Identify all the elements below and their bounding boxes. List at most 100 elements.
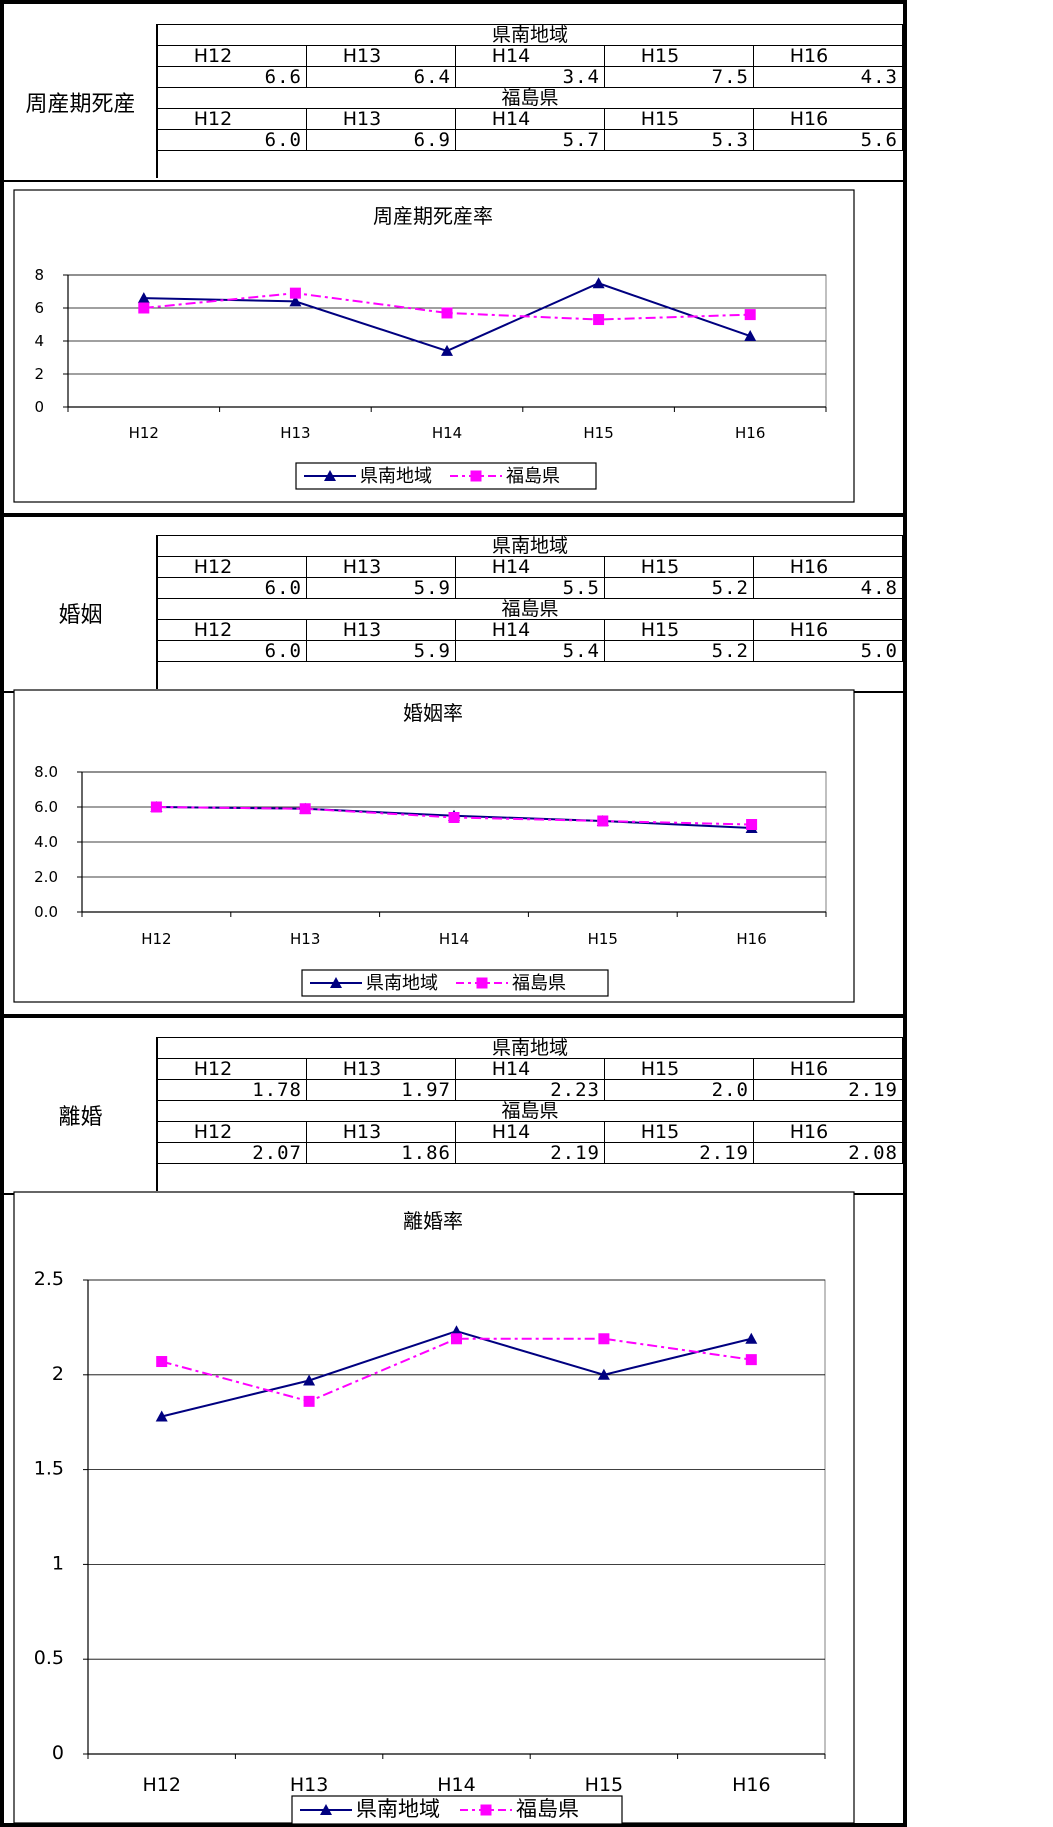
x-tick-label: H12 <box>141 930 171 948</box>
x-tick-label: H13 <box>290 930 320 948</box>
data-point <box>597 815 609 827</box>
data-point <box>156 1356 168 1368</box>
value-cell: 5.6 <box>753 129 903 151</box>
year-cell: H14 <box>455 556 605 578</box>
value-cell: 5.4 <box>455 640 605 662</box>
legend: 県南地域 福島県 <box>295 462 597 490</box>
x-tick-label: H15 <box>588 930 618 948</box>
region-name: 福島県 <box>157 598 903 620</box>
legend-label: 県南地域 <box>360 466 432 487</box>
legend-label: 福島県 <box>516 1797 579 1821</box>
value-cell: 5.0 <box>753 640 903 662</box>
year-cell: H15 <box>604 108 754 130</box>
data-point <box>441 307 453 319</box>
y-tick-label: 8.0 <box>34 763 58 781</box>
section-label: 離婚 <box>58 1105 103 1130</box>
section-label: 婚姻 <box>58 603 103 628</box>
y-tick-label: 0.5 <box>34 1647 64 1669</box>
legend-label: 福島県 <box>506 466 560 487</box>
label-divider <box>156 535 158 689</box>
chart-title: 離婚率 <box>403 1209 463 1233</box>
legend-label: 県南地域 <box>356 1797 440 1821</box>
x-tick-label: H16 <box>736 930 766 948</box>
legend-label: 福島県 <box>512 973 566 994</box>
x-tick-label: H16 <box>735 424 765 442</box>
year-cell: H16 <box>753 619 903 641</box>
data-point <box>448 812 460 823</box>
data-point <box>592 277 605 289</box>
data-table: 県南地域 H12 H13 H14 H15 H16 6.0 5.9 5.5 5.2 4.8 福島県 H12… <box>157 535 903 662</box>
data-table: 県南地域 H12 H13 H14 H15 H16 1.78 1.97 2.23 2.0 2.19 福島… <box>157 1037 903 1164</box>
section-divider <box>0 0 907 4</box>
data-table: 県南地域 H12 H13 H14 H15 H16 6.6 6.4 3.4 7.5 4.3 福島県 H12… <box>157 24 903 151</box>
value-cell: 4.8 <box>753 577 903 599</box>
section-divider <box>0 1014 907 1018</box>
x-tick-label: H15 <box>585 1774 623 1796</box>
legend-marker <box>320 1804 332 1815</box>
data-point <box>155 1410 168 1422</box>
year-cell: H12 <box>157 556 307 578</box>
data-point <box>137 292 150 304</box>
x-tick-label: H12 <box>142 1774 180 1796</box>
value-cell: 6.9 <box>306 129 456 151</box>
y-tick-label: 0.0 <box>34 903 58 921</box>
legend-label: 県南地域 <box>366 973 438 994</box>
y-tick-label: 6.0 <box>34 798 58 816</box>
year-cell: H15 <box>604 1058 754 1080</box>
data-point <box>744 309 756 321</box>
plot-area <box>87 1279 826 1755</box>
value-cell: 6.0 <box>157 129 307 151</box>
label-divider <box>156 1037 158 1191</box>
data-point <box>598 1333 610 1345</box>
y-tick-label: 8 <box>34 266 44 284</box>
data-point <box>303 1374 316 1386</box>
value-cell: 2.19 <box>455 1142 605 1164</box>
year-cell: H16 <box>753 45 903 67</box>
x-tick-label: H14 <box>439 930 469 948</box>
chart-title: 婚姻率 <box>403 701 463 725</box>
value-cell: 2.08 <box>753 1142 903 1164</box>
year-cell: H12 <box>157 1121 307 1143</box>
y-tick-label: 4 <box>34 332 44 350</box>
x-tick-label: H13 <box>280 424 310 442</box>
y-tick-label: 2 <box>52 1363 64 1385</box>
section-label: 周産期死産 <box>25 92 136 117</box>
legend: 県南地域 福島県 <box>301 969 609 997</box>
chart-2: 婚姻率 0.0 2.0 4.0 6.0 8.0 H12 H13 H14 H15 H16 県南地域 福島県 <box>13 689 855 1003</box>
data-point <box>597 1368 610 1380</box>
year-cell: H14 <box>455 1121 605 1143</box>
y-tick-label: 0 <box>34 398 44 416</box>
value-cell: 1.86 <box>306 1142 456 1164</box>
year-cell: H13 <box>306 45 456 67</box>
y-tick-label: 4.0 <box>34 833 58 851</box>
label-divider <box>156 24 158 178</box>
data-point <box>138 302 150 314</box>
y-tick-label: 6 <box>34 299 44 317</box>
value-cell: 2.07 <box>157 1142 307 1164</box>
legend-marker <box>476 977 488 989</box>
value-cell: 5.7 <box>455 129 605 151</box>
legend-marker <box>324 470 336 481</box>
legend-marker <box>480 1804 492 1816</box>
data-point <box>150 801 162 813</box>
legend-marker <box>470 470 482 482</box>
section-divider <box>0 513 907 517</box>
value-cell: 5.3 <box>604 129 754 151</box>
data-point <box>746 819 758 830</box>
value-cell: 4.3 <box>753 66 903 88</box>
data-point <box>299 803 311 815</box>
x-tick-label: H16 <box>732 1774 770 1796</box>
value-cell: 6.4 <box>306 66 456 88</box>
year-cell: H15 <box>604 1121 754 1143</box>
series-line <box>161 1337 752 1403</box>
y-tick-label: 2 <box>34 365 44 383</box>
y-tick-label: 2.0 <box>34 868 58 886</box>
data-point <box>744 330 757 342</box>
year-cell: H12 <box>157 45 307 67</box>
x-tick-label: H12 <box>129 424 159 442</box>
chart-title: 周産期死産率 <box>373 204 493 228</box>
legend: 県南地域 福島県 <box>291 1795 623 1825</box>
data-point <box>441 344 453 356</box>
x-tick-label: H13 <box>290 1774 328 1796</box>
data-point <box>593 314 605 326</box>
